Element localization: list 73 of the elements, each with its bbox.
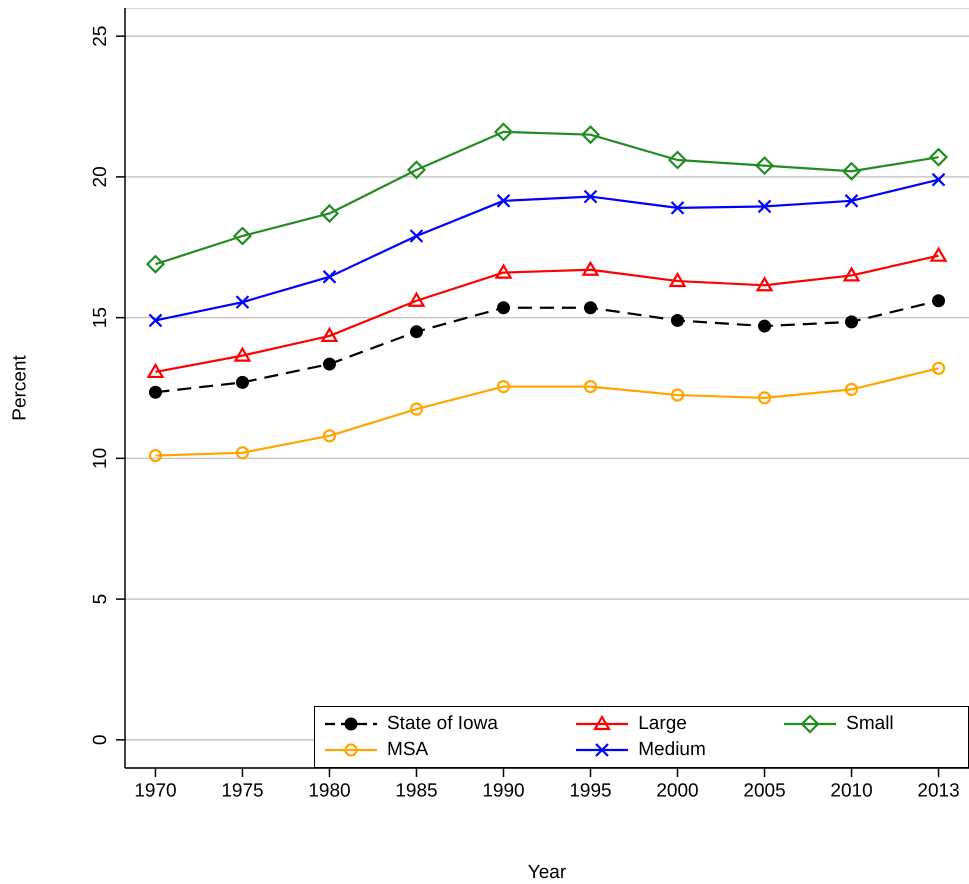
x-tick-label: 1990 [482, 780, 525, 802]
x-tick-label: 1970 [134, 780, 177, 802]
point [845, 315, 858, 328]
point [146, 255, 165, 274]
y-axis-title: Percent [10, 354, 31, 421]
point [584, 380, 598, 394]
point [236, 446, 250, 460]
point [322, 270, 337, 284]
legend-label: Medium [638, 739, 706, 761]
point [932, 362, 946, 375]
point [671, 314, 684, 327]
point [931, 172, 946, 187]
point [756, 277, 773, 292]
y-tick-label: 20 [90, 166, 111, 188]
legend-label: State of Iowa [387, 713, 498, 735]
point [235, 295, 250, 310]
point [583, 189, 598, 204]
point [844, 382, 858, 396]
point [842, 162, 861, 180]
point [758, 391, 772, 404]
point [234, 348, 251, 362]
point [410, 402, 424, 416]
x-tick-label: 1975 [221, 780, 264, 802]
point [929, 148, 948, 166]
point [755, 156, 774, 175]
x-tick-label: 1980 [308, 780, 351, 802]
point [844, 194, 859, 208]
point [320, 204, 339, 223]
x-tick-label: 2013 [917, 780, 960, 802]
y-tick-label: 0 [90, 734, 111, 746]
point [409, 228, 424, 244]
point [321, 328, 338, 342]
y-tick-label: 5 [90, 594, 111, 604]
point [496, 194, 511, 208]
point [670, 200, 685, 215]
point [410, 325, 423, 338]
legend-label: Large [638, 713, 687, 735]
x-tick-label: 2010 [830, 780, 873, 802]
x-tick-label: 2000 [656, 780, 699, 802]
point [233, 226, 252, 246]
point [668, 150, 687, 170]
point [407, 160, 426, 179]
point [494, 122, 513, 141]
x-tick-label: 1985 [395, 780, 438, 802]
point [930, 248, 947, 262]
point [147, 364, 164, 378]
point [932, 294, 946, 308]
point [843, 267, 860, 282]
point [758, 320, 772, 333]
point [670, 388, 684, 402]
point [148, 313, 163, 328]
point [408, 292, 425, 307]
point [582, 262, 599, 276]
y-tick-label: 15 [90, 307, 111, 328]
point [148, 448, 162, 462]
point [148, 386, 162, 399]
point [581, 126, 600, 144]
point [496, 301, 510, 314]
point [322, 358, 336, 371]
point [584, 301, 598, 314]
point [322, 429, 336, 442]
y-tick-label: 25 [90, 26, 111, 47]
point [495, 264, 512, 279]
x-axis-title: Year [528, 862, 567, 883]
point [496, 380, 510, 394]
legend-label: Small [846, 713, 894, 735]
x-tick-label: 2005 [743, 780, 786, 802]
legend-label: MSA [387, 739, 428, 761]
point [236, 376, 249, 389]
y-tick-label: 10 [90, 448, 111, 469]
x-tick-label: 1995 [569, 780, 612, 802]
point [757, 199, 772, 214]
point [669, 272, 686, 288]
